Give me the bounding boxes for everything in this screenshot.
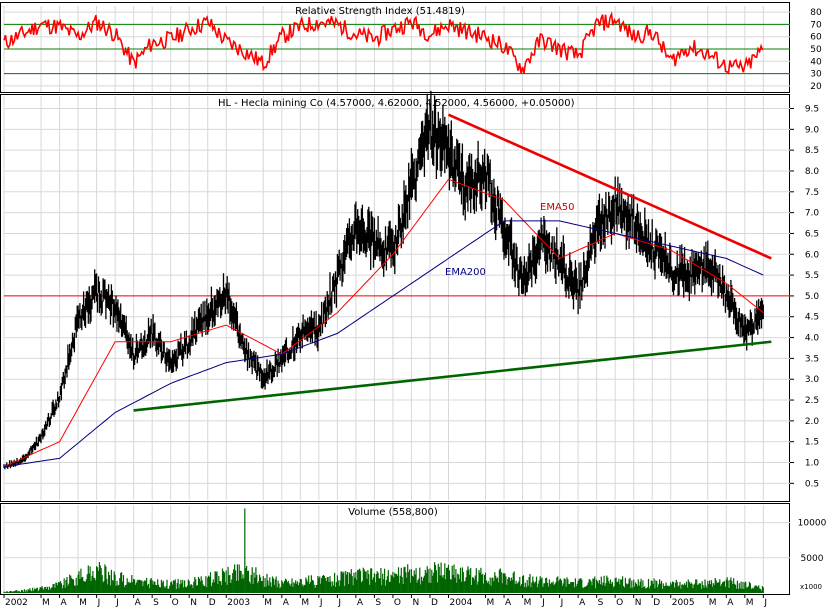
volume-panel: 5000 10000: [3, 508, 827, 593]
price-tick-label: 8.5: [805, 146, 819, 156]
rsi-tick-label: 70: [810, 20, 822, 30]
x-tick-label: A: [135, 598, 142, 608]
price-tick-label: 9.0: [805, 125, 820, 135]
x-tick-label: A: [505, 598, 512, 608]
price-tick-label: 3.5: [805, 354, 819, 364]
rsi-title: Relative Strength Index (51.4819): [295, 6, 465, 17]
ema50-line: [3, 178, 764, 468]
rsi-panel-frame: [0, 2, 790, 93]
x-tick-label: N: [412, 598, 419, 608]
x-tick-label: 2005: [672, 598, 695, 608]
x-tick-label: D: [431, 598, 438, 608]
x-tick-label: A: [61, 598, 68, 608]
price-bars: [3, 90, 764, 470]
x-tick-label: A: [579, 598, 586, 608]
x-tick-label: J: [763, 598, 767, 608]
ema200-label: EMA200: [445, 267, 486, 278]
rsi-line: [3, 11, 764, 75]
x-tick-label: M: [42, 598, 50, 608]
price-tick-label: 4.5: [805, 313, 819, 323]
ema50-label: EMA50: [540, 202, 575, 213]
price-tick-label: 1.0: [805, 459, 820, 469]
volume-bars: [3, 508, 764, 593]
x-tick-label: 2002: [5, 598, 28, 608]
x-tick-label: A: [283, 598, 290, 608]
x-tick-label: M: [746, 598, 754, 608]
price-tick-label: 2.0: [805, 417, 820, 427]
price-tick-label: 7.5: [805, 188, 819, 198]
price-tick-label: 1.5: [805, 438, 819, 448]
x-tick-label: S: [153, 598, 159, 608]
price-tick-label: 6.5: [805, 229, 819, 239]
x-tick-label: M: [709, 598, 717, 608]
volume-unit-label: x1000: [800, 583, 822, 591]
x-tick-label: S: [598, 598, 604, 608]
x-tick-label: M: [524, 598, 532, 608]
x-axis: 2002 M A M J J A S O N D 2003 M A M J J A S O N D 2004 M A M J J A S O…: [3, 594, 767, 608]
price-tick-label: 5.5: [805, 271, 819, 281]
volume-tick-label: 5000: [801, 554, 824, 564]
ema200-line: [3, 220, 764, 468]
price-tick-label: 0.5: [805, 479, 819, 489]
rsi-tick-label: 20: [810, 82, 822, 92]
x-tick-label: M: [301, 598, 309, 608]
price-panel: 0.5 1.0 1.5 2.0 2.5 3.0 3.5 4.0 4.5 5.0 5.5 6.0 6.5 7…: [3, 90, 820, 489]
x-tick-label: D: [653, 598, 660, 608]
price-panel-frame: [0, 94, 790, 502]
upper-trendline: [447, 113, 772, 260]
price-tick-label: 7.0: [805, 209, 820, 219]
x-tick-label: S: [375, 598, 381, 608]
rsi-tick-label: 80: [810, 8, 822, 18]
price-tick-label: 8.0: [805, 167, 820, 177]
x-tick-label: J: [337, 598, 341, 608]
x-tick-label: 2003: [227, 598, 250, 608]
x-tick-label: J: [319, 598, 323, 608]
x-tick-label: N: [190, 598, 197, 608]
x-tick-label: 2004: [449, 598, 472, 608]
x-tick-label: N: [635, 598, 642, 608]
x-tick-label: A: [357, 598, 364, 608]
price-tick-label: 9.5: [805, 104, 819, 114]
volume-panel-frame: [0, 503, 790, 595]
x-tick-label: J: [560, 598, 564, 608]
x-tick-label: J: [97, 598, 101, 608]
price-tick-label: 2.5: [805, 396, 819, 406]
rsi-tick-label: 60: [810, 33, 822, 43]
price-title: HL - Hecla mining Co (4.57000, 4.62000, …: [218, 98, 575, 109]
x-tick-label: J: [541, 598, 545, 608]
volume-title: Volume (558,800): [348, 507, 438, 518]
rsi-tick-label: 40: [810, 57, 822, 67]
lower-trendline: [133, 340, 772, 412]
x-tick-label: O: [394, 598, 401, 608]
rsi-tick-label: 50: [810, 45, 822, 55]
x-tick-label: J: [115, 598, 119, 608]
x-tick-label: M: [79, 598, 87, 608]
rsi-tick-label: 30: [810, 70, 822, 80]
price-tick-label: 4.0: [805, 334, 820, 344]
x-tick-label: O: [616, 598, 623, 608]
price-tick-label: 3.0: [805, 375, 820, 385]
price-tick-label: 6.0: [805, 250, 820, 260]
x-tick-label: D: [209, 598, 216, 608]
rsi-panel: 20 30 40 50 60 70 80: [3, 8, 822, 92]
volume-tick-label: 10000: [798, 519, 827, 529]
x-tick-label: M: [264, 598, 272, 608]
x-tick-label: A: [727, 598, 734, 608]
price-tick-label: 5.0: [805, 292, 820, 302]
x-tick-label: O: [172, 598, 179, 608]
x-tick-label: M: [487, 598, 495, 608]
